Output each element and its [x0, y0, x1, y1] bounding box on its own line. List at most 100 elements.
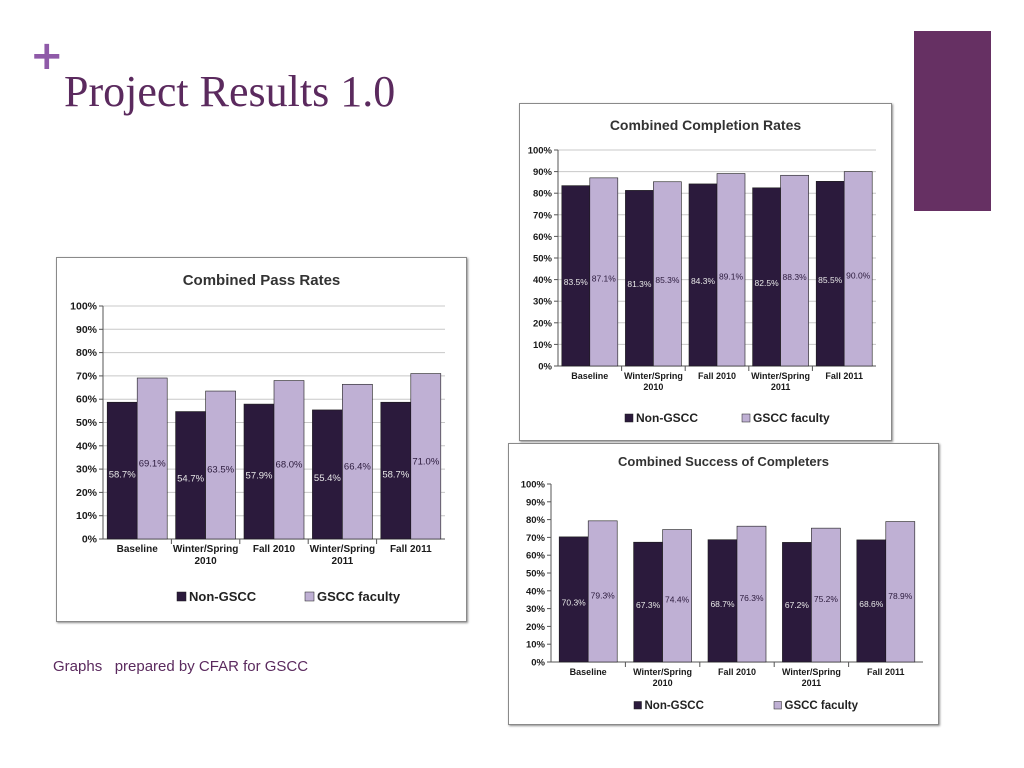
- legend-swatch: [773, 701, 782, 710]
- y-tick-label: 60%: [526, 551, 546, 562]
- y-tick-label: 70%: [526, 533, 546, 544]
- data-label: 68.6%: [859, 599, 884, 609]
- bar: [752, 187, 781, 367]
- bar: [633, 541, 663, 663]
- y-tick-label: 90%: [76, 324, 98, 336]
- legend-label: Non-GSCC: [645, 700, 704, 712]
- y-tick-label: 80%: [533, 189, 553, 200]
- legend-swatch: [304, 591, 315, 602]
- slide-title: Project Results 1.0: [64, 67, 396, 116]
- chart-title: Combined Success of Completers: [618, 454, 829, 469]
- bar: [558, 536, 589, 663]
- x-tick-label: Fall 2010: [698, 371, 736, 381]
- y-tick-label: 70%: [533, 210, 553, 221]
- data-label: 69.1%: [139, 459, 166, 470]
- x-tick-label: Fall 2011: [390, 544, 432, 555]
- pass-rates-chart: Combined Pass Rates 0% 10% 20% 30% 40% 50% 60% 7…: [56, 257, 467, 622]
- bar: [380, 401, 412, 540]
- chart-title: Combined Completion Rates: [610, 117, 802, 133]
- bar: [175, 411, 206, 540]
- legend-swatch: [176, 591, 187, 602]
- completion-rates-chart: Combined Completion Rates 0% 10% 20% 30% 40% 5…: [519, 103, 892, 441]
- y-tick-label: 40%: [76, 440, 98, 452]
- data-label: 71.0%: [412, 457, 439, 468]
- completion-rates-chart-svg: Combined Completion Rates 0% 10% 20% 30% 40% 5…: [528, 117, 876, 425]
- y-tick-label: 10%: [76, 510, 98, 522]
- x-tick-label: Fall 2011: [825, 371, 863, 381]
- bar: [312, 409, 343, 540]
- x-tick-label: Fall 2010: [253, 544, 296, 555]
- data-label: 76.3%: [739, 593, 764, 603]
- x-tick-label: Winter/Spring 2010: [633, 667, 692, 688]
- data-label: 68.0%: [276, 460, 303, 471]
- plus-marker: +: [30, 33, 64, 79]
- y-tick-label: 100%: [521, 480, 546, 491]
- y-tick-label: 50%: [76, 417, 98, 429]
- legend-swatch: [741, 413, 751, 423]
- data-label: 90.0%: [846, 271, 871, 281]
- y-tick-label: 90%: [526, 497, 546, 508]
- data-label: 89.1%: [719, 271, 744, 281]
- y-tick-label: 40%: [533, 275, 553, 286]
- data-label: 68.7%: [710, 599, 735, 609]
- bar: [589, 177, 619, 367]
- y-tick-label: 90%: [533, 167, 553, 178]
- pass-rates-chart-svg: Combined Pass Rates 0% 10% 20% 30% 40% 50% 60% 7…: [70, 272, 445, 604]
- data-label: 58.7%: [382, 469, 409, 480]
- data-label: 54.7%: [177, 474, 204, 485]
- legend-label: Non-GSCC: [189, 589, 257, 604]
- bar: [410, 373, 442, 540]
- x-tick-label: Baseline: [570, 667, 607, 677]
- y-tick-label: 50%: [526, 569, 546, 580]
- y-tick-label: 70%: [76, 370, 98, 382]
- data-label: 87.1%: [592, 273, 617, 283]
- y-tick-label: 60%: [76, 394, 98, 406]
- bar: [662, 529, 692, 663]
- legend-label: Non-GSCC: [636, 411, 698, 425]
- bar: [136, 377, 168, 540]
- data-label: 66.4%: [344, 461, 371, 472]
- y-tick-label: 20%: [526, 622, 546, 633]
- bar: [782, 542, 812, 663]
- y-tick-label: 10%: [533, 340, 553, 351]
- bar: [811, 527, 841, 663]
- y-tick-label: 80%: [526, 515, 546, 526]
- data-label: 70.3%: [562, 598, 587, 608]
- bar: [707, 539, 738, 663]
- y-tick-label: 30%: [533, 297, 553, 308]
- legend-label: GSCC faculty: [317, 589, 401, 604]
- data-label: 81.3%: [627, 279, 652, 289]
- x-tick-label: Winter/Spring 2010: [173, 544, 238, 567]
- bar: [780, 174, 809, 367]
- y-tick-label: 30%: [76, 464, 98, 476]
- y-tick-label: 100%: [70, 301, 98, 313]
- data-label: 67.2%: [785, 600, 810, 610]
- data-label: 74.4%: [665, 594, 690, 604]
- x-tick-label: Fall 2010: [718, 667, 756, 677]
- x-tick-label: Baseline: [117, 544, 159, 555]
- bar: [716, 173, 746, 367]
- y-tick-label: 10%: [526, 640, 546, 651]
- bar: [273, 380, 305, 540]
- bar: [688, 183, 718, 367]
- x-tick-label: Baseline: [571, 371, 608, 381]
- y-tick-label: 40%: [526, 586, 546, 597]
- x-tick-label: Winter/Spring 2011: [310, 544, 375, 567]
- success-of-completers-chart: Combined Success of Completers 0% 10% 20% 30…: [508, 443, 939, 725]
- legend-swatch: [624, 413, 634, 423]
- bar: [815, 181, 845, 367]
- bar: [587, 520, 618, 663]
- bar: [342, 383, 373, 540]
- y-tick-label: 20%: [76, 487, 98, 499]
- x-tick-label: Winter/Spring 2011: [782, 667, 841, 688]
- data-label: 85.5%: [818, 275, 843, 285]
- bar: [736, 525, 767, 663]
- bar: [561, 185, 591, 367]
- y-tick-label: 30%: [526, 604, 546, 615]
- data-label: 83.5%: [564, 277, 589, 287]
- success-of-completers-chart-svg: Combined Success of Completers 0% 10% 20% 30…: [521, 454, 923, 712]
- y-tick-label: 20%: [533, 318, 553, 329]
- data-label: 85.3%: [655, 275, 680, 285]
- bar: [625, 190, 654, 367]
- data-label: 75.2%: [814, 594, 839, 604]
